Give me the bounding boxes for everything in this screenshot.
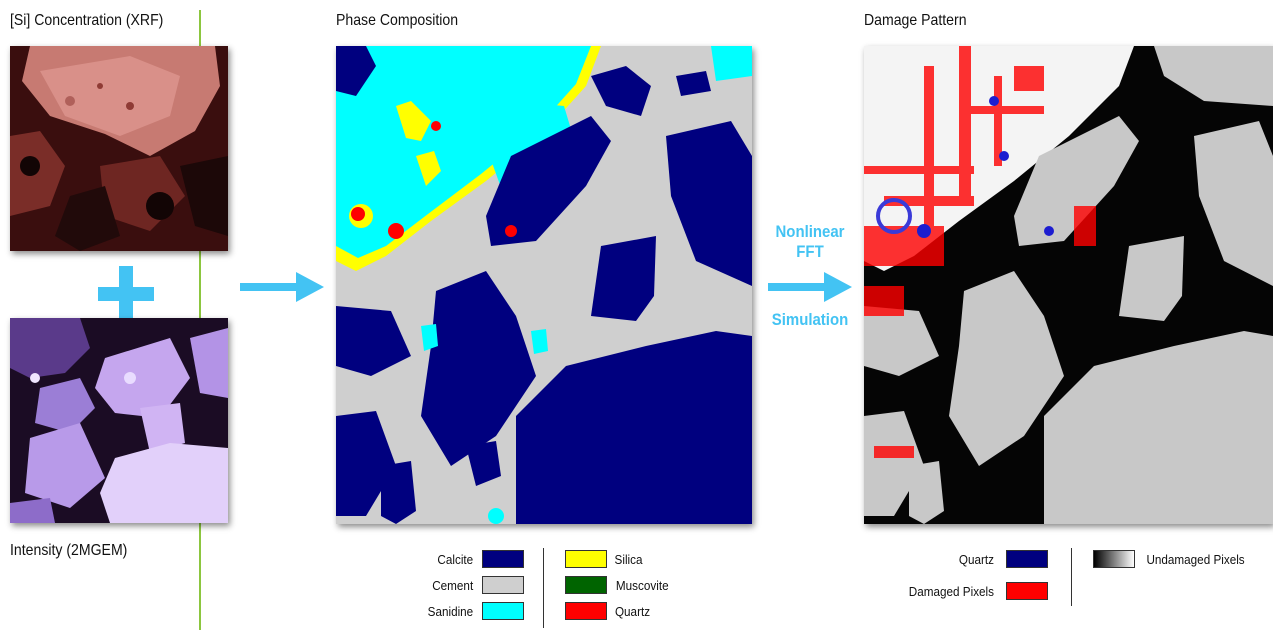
intensity-image bbox=[10, 318, 228, 523]
phase-composition-image bbox=[336, 46, 752, 524]
undamaged-pixels-swatch bbox=[1093, 550, 1135, 568]
plus-icon bbox=[98, 266, 154, 322]
legend-item-quartz: Quartz bbox=[565, 601, 652, 621]
legend-item-undamaged-pixels: Undamaged Pixels bbox=[1093, 549, 1250, 569]
legend-item-cement: Cement bbox=[420, 575, 524, 595]
damage-pattern-image bbox=[864, 46, 1273, 524]
cement-swatch bbox=[482, 576, 524, 594]
legend-item-damaged-pixels: Damaged Pixels bbox=[880, 581, 1048, 601]
legend-separator bbox=[1071, 548, 1072, 606]
xrf-image bbox=[10, 46, 228, 251]
arrow-right-icon bbox=[768, 272, 852, 302]
xrf-panel-title: [Si] Concentration (XRF) bbox=[10, 12, 164, 29]
legend-separator bbox=[543, 548, 544, 628]
muscovite-swatch bbox=[565, 576, 607, 594]
sanidine-swatch bbox=[482, 602, 524, 620]
arrow-right-icon bbox=[240, 272, 324, 302]
phase-panel-title: Phase Composition bbox=[336, 12, 459, 29]
silica-swatch bbox=[565, 550, 607, 568]
damage-quartz-swatch bbox=[1006, 550, 1048, 568]
legend-item-muscovite: Muscovite bbox=[565, 575, 672, 595]
process-label-line3: Simulation bbox=[771, 310, 849, 329]
legend-item-silica: Silica bbox=[565, 549, 644, 569]
process-label-line2: FFT bbox=[796, 242, 824, 261]
process-label-line1: Nonlinear bbox=[775, 222, 845, 241]
legend-item-damage-quartz: Quartz bbox=[880, 549, 1048, 569]
quartz-swatch bbox=[565, 602, 607, 620]
legend-item-calcite: Calcite bbox=[420, 549, 524, 569]
damage-panel-title: Damage Pattern bbox=[864, 12, 967, 29]
intensity-panel-title: Intensity (2MGEM) bbox=[10, 542, 128, 559]
damaged-pixels-swatch bbox=[1006, 582, 1048, 600]
calcite-swatch bbox=[482, 550, 524, 568]
legend-item-sanidine: Sanidine bbox=[420, 601, 524, 621]
